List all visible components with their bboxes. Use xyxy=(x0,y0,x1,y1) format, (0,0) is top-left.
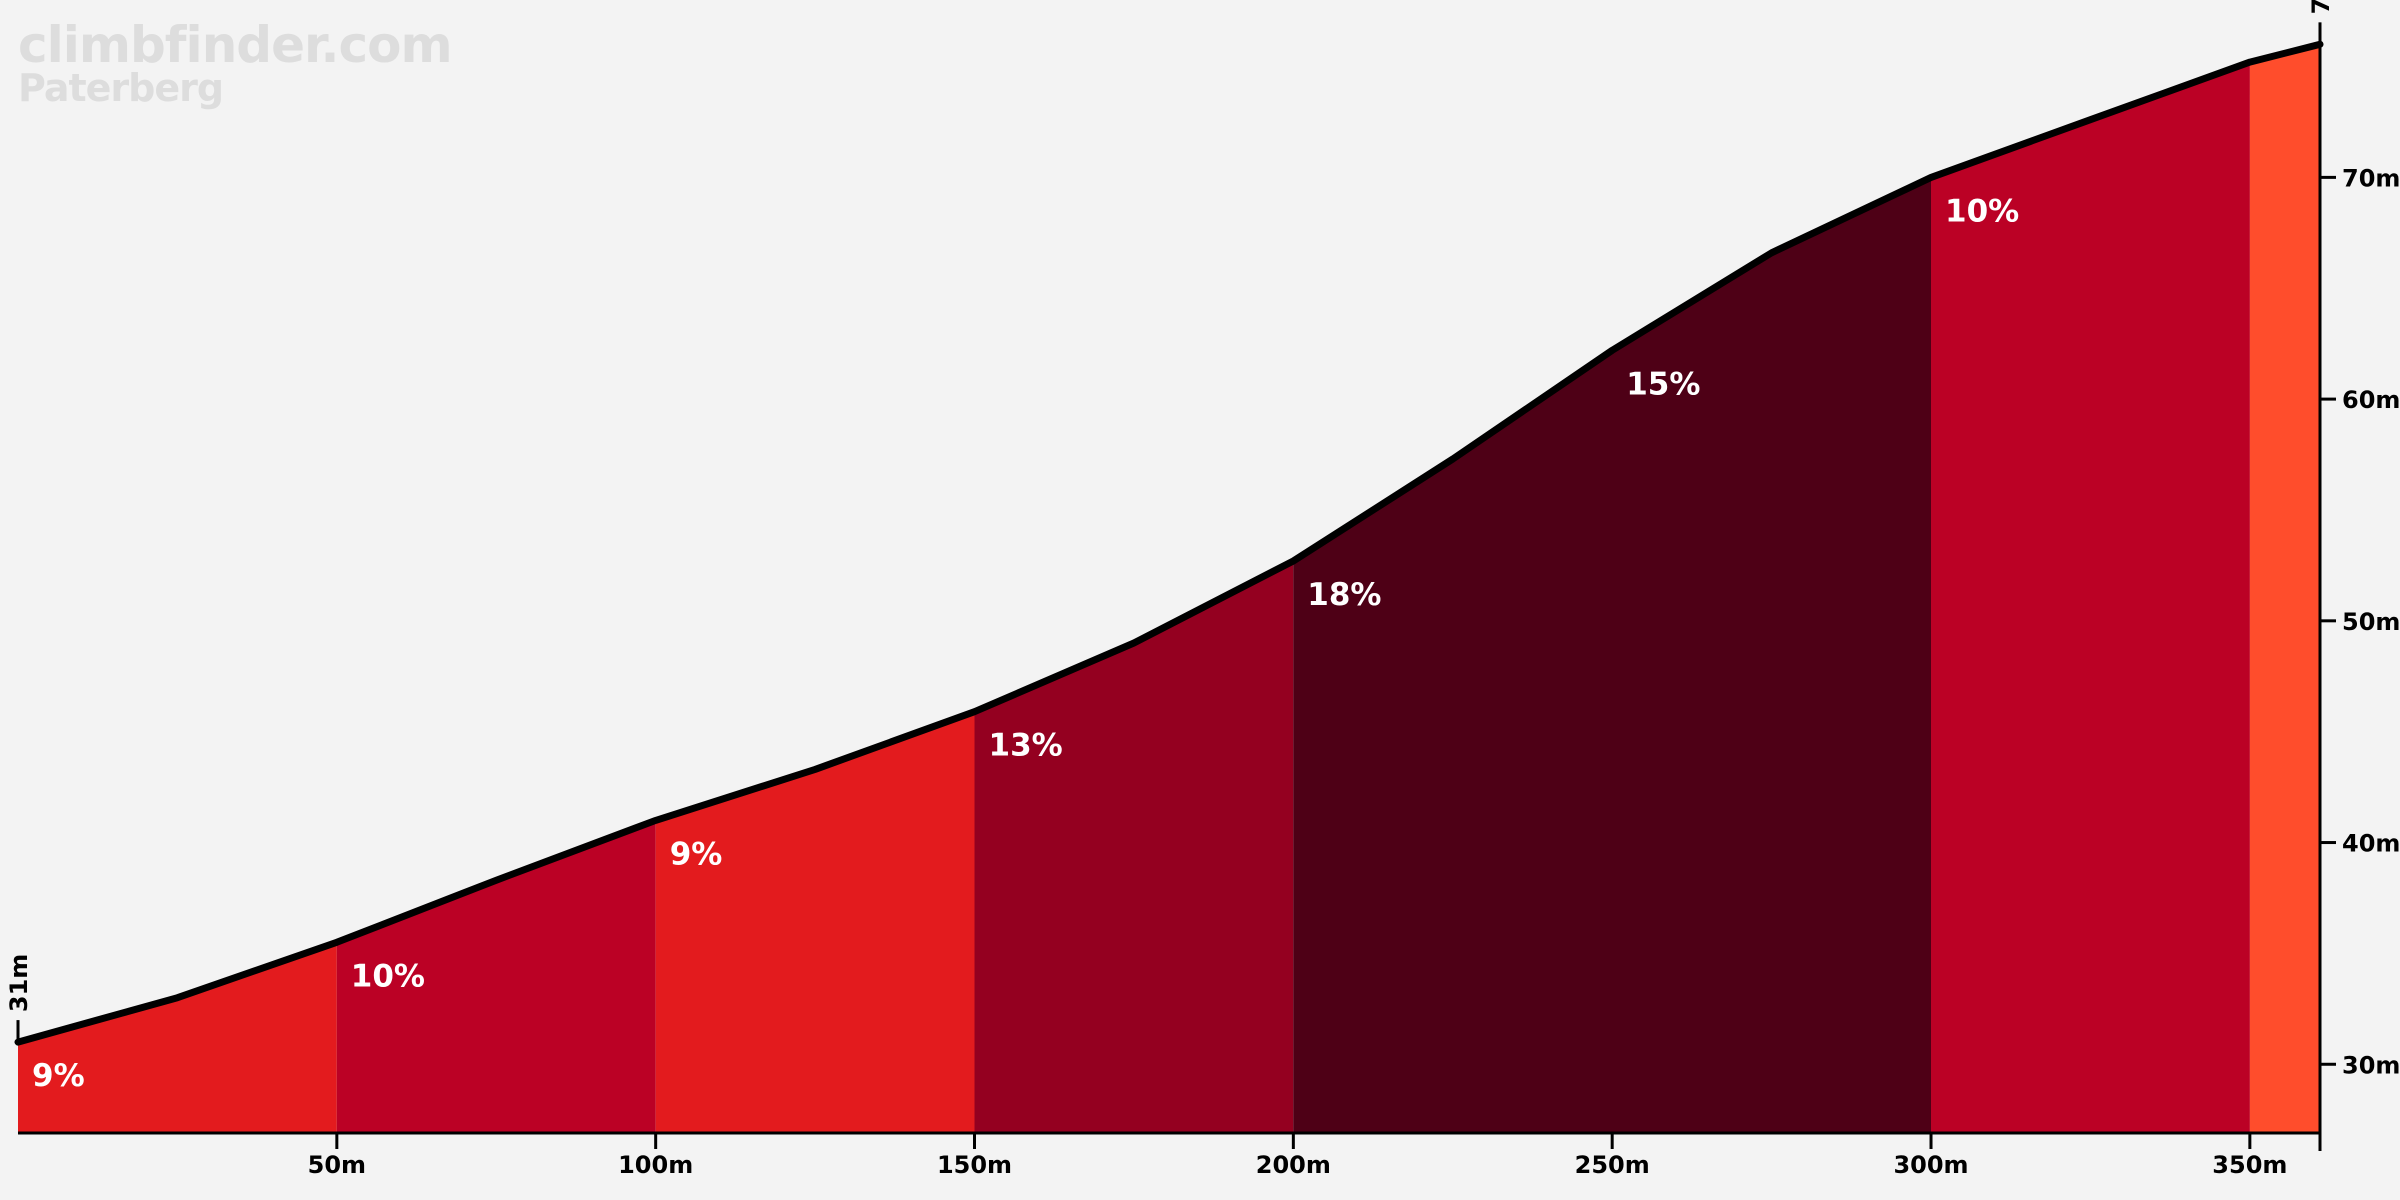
gradient-segment-0 xyxy=(18,942,337,1133)
x-tick-label-1: 100m xyxy=(618,1151,693,1179)
gradient-segments xyxy=(18,44,2320,1134)
gradient-label-0: 9% xyxy=(32,1058,85,1094)
gradient-segment-6 xyxy=(2249,44,2320,1133)
x-tick-label-6: 350m xyxy=(2212,1151,2287,1179)
gradient-segment-4 xyxy=(1293,177,1931,1133)
x-tick-label-5: 300m xyxy=(1893,1151,1968,1179)
y-tick-label-4: 70m xyxy=(2342,164,2400,192)
gradient-segment-5 xyxy=(1931,62,2250,1134)
axes: 50m 100m 150m 200m 250m 300m 350m 30m 40m 50m 60m 7… xyxy=(5,0,2400,1179)
x-tick-label-0: 50m xyxy=(308,1151,366,1179)
y-tick-label-1: 40m xyxy=(2342,830,2400,858)
gradient-label-3: 13% xyxy=(989,728,1063,764)
gradient-labels: 9% 10% 9% 13% 18% 15% 10% xyxy=(32,193,2019,1094)
gradient-segment-1 xyxy=(336,820,656,1133)
x-tick-label-3: 200m xyxy=(1256,1151,1331,1179)
gradient-label-6: 10% xyxy=(1945,193,2019,229)
elevation-profile-line xyxy=(14,40,2324,1046)
watermark-site: climbfinder.com xyxy=(18,16,452,74)
gradient-segment-3 xyxy=(974,561,1294,1133)
y-tick-label-0: 30m xyxy=(2342,1051,2400,1079)
y-tick-label-3: 60m xyxy=(2342,386,2400,414)
gradient-label-2: 9% xyxy=(670,836,723,872)
profile-line-layer xyxy=(14,40,2324,1046)
watermark-climb-name: Paterberg xyxy=(18,66,223,110)
start-elevation-label: 31m xyxy=(5,954,33,1012)
x-tick-label-2: 150m xyxy=(937,1151,1012,1179)
x-tick-label-4: 250m xyxy=(1575,1151,1650,1179)
gradient-label-5: 15% xyxy=(1626,366,1700,402)
watermark: climbfinder.com Paterberg xyxy=(18,16,453,110)
gradient-label-1: 10% xyxy=(351,958,425,994)
y-tick-label-2: 50m xyxy=(2342,608,2400,636)
end-elevation-label: 76m xyxy=(2307,0,2335,14)
gradient-segment-2 xyxy=(655,711,975,1133)
gradient-label-4: 18% xyxy=(1307,577,1381,613)
